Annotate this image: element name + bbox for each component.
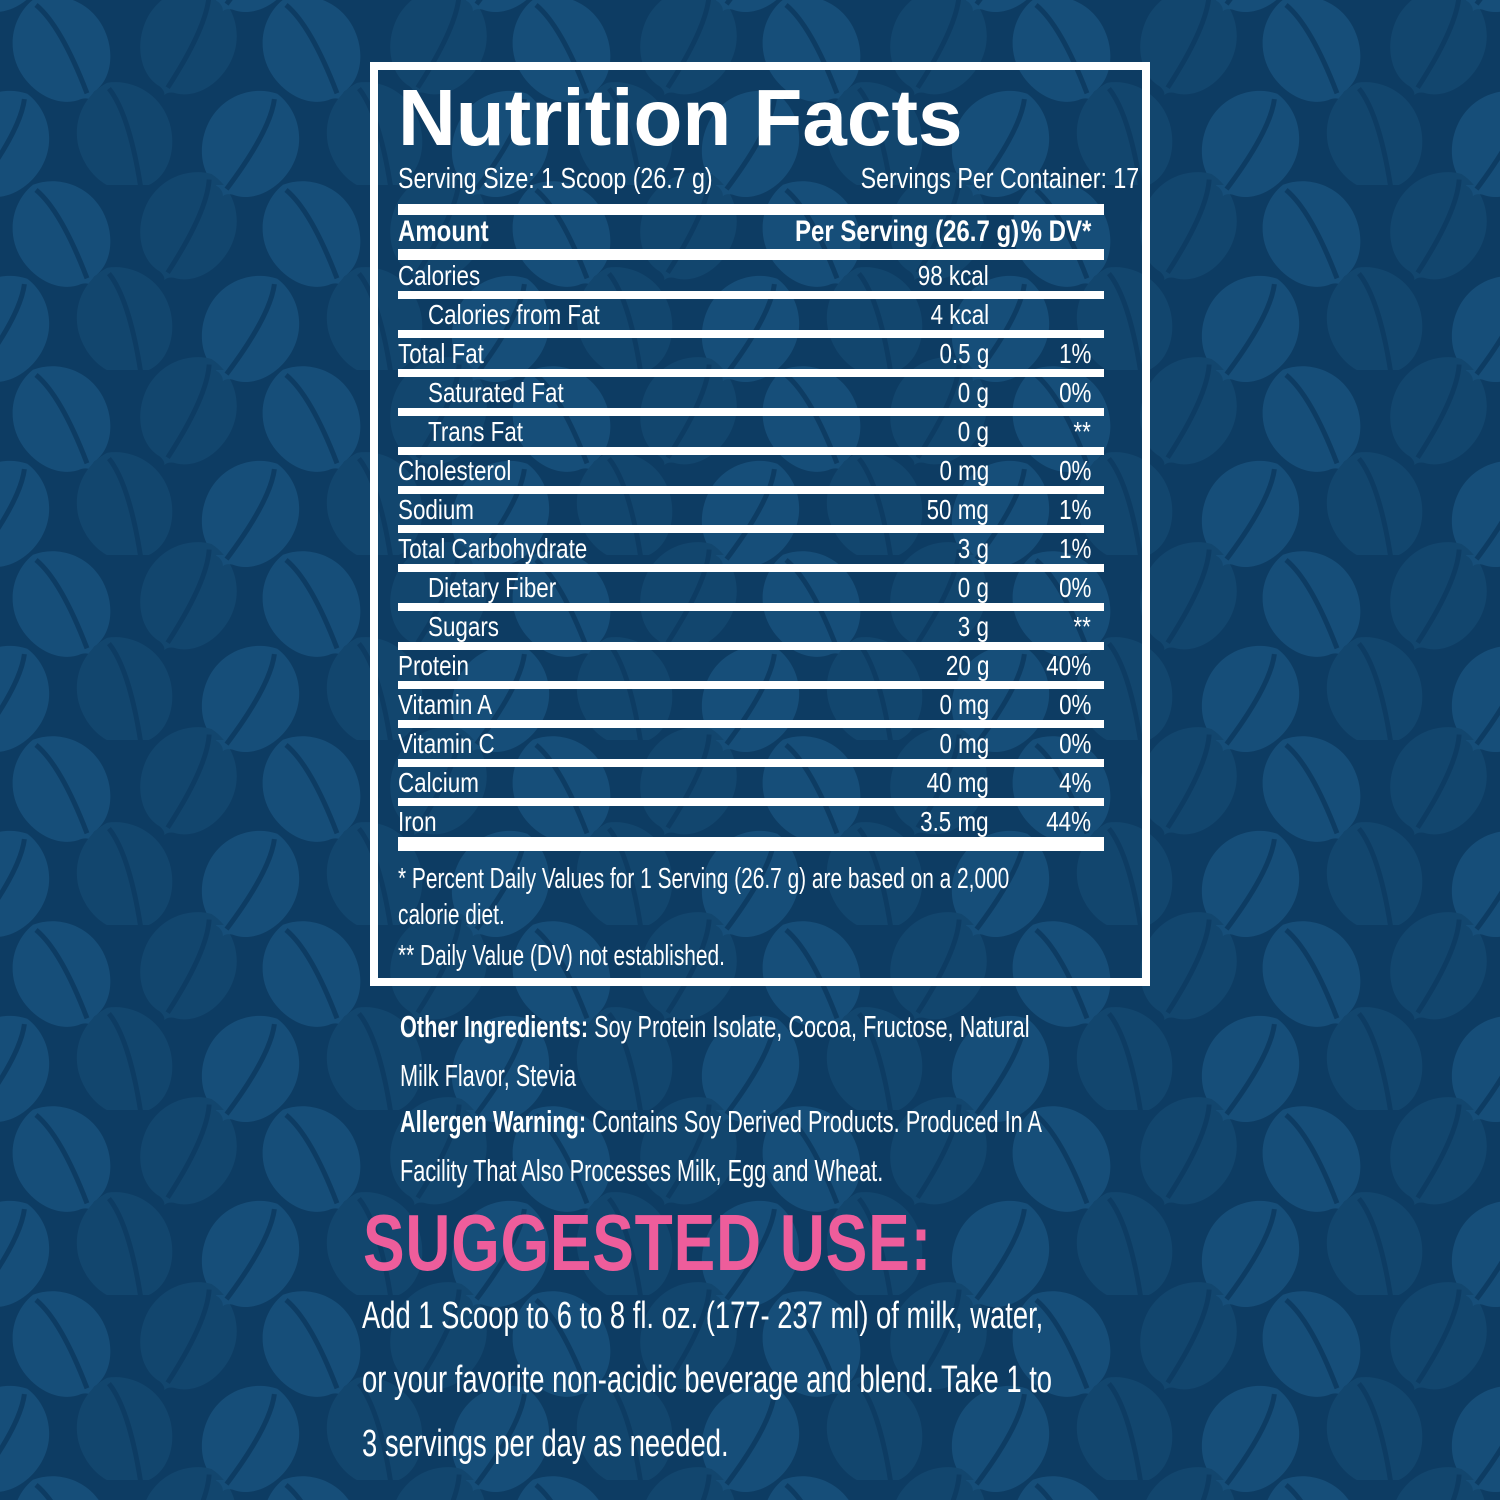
row-dv: 0% [1058, 727, 1091, 759]
row-amount: 0 mg [939, 688, 989, 720]
row-dv: 0% [1058, 688, 1091, 720]
row-amount: 0.5 g [939, 337, 989, 369]
panel-title: Nutrition Facts [398, 73, 963, 162]
row-label: Dietary Fiber [428, 571, 557, 603]
row-dv: 44% [1046, 805, 1091, 837]
table-row: Vitamin A 0 mg 0% [398, 689, 1104, 728]
allergen-warning: Allergen Warning: Contains Soy Derived P… [400, 1097, 1156, 1195]
footnote-dv-not-established: ** Daily Value (DV) not established. [398, 940, 725, 972]
table-row: Cholesterol 0 mg 0% [398, 455, 1104, 494]
row-dv: ** [1073, 415, 1091, 447]
row-amount: 20 g [945, 649, 989, 681]
row-amount: 3 g [957, 532, 989, 564]
row-amount: 98 kcal [918, 259, 989, 291]
row-label: Total Carbohydrate [398, 532, 588, 564]
row-dv: 1% [1058, 532, 1091, 564]
table-row: Iron 3.5 mg 44% [398, 806, 1104, 851]
row-dv: 1% [1058, 493, 1091, 525]
other-ingredients-text: Soy Protein Isolate, Cocoa, Fructose, Na… [400, 1009, 1030, 1093]
row-label: Calcium [398, 766, 479, 798]
row-label: Trans Fat [428, 415, 524, 447]
footnote-daily-values: * Percent Daily Values for 1 Serving (26… [398, 863, 1010, 931]
serving-info-row: Serving Size: 1 Scoop (26.7 g) Servings … [398, 162, 1140, 196]
row-dv: 0% [1058, 454, 1091, 486]
row-label: Calories from Fat [428, 298, 600, 330]
row-dv: 0% [1058, 571, 1091, 603]
row-label: Total Fat [398, 337, 484, 369]
nutrition-table: Calories 98 kcal Calories from Fat 4 kcal To… [398, 260, 1104, 851]
row-amount: 0 g [957, 376, 989, 408]
row-label: Iron [398, 805, 437, 837]
row-dv: 40% [1046, 649, 1091, 681]
row-amount: 3 g [957, 610, 989, 642]
row-label: Sugars [428, 610, 499, 642]
row-amount: 4 kcal [930, 298, 989, 330]
servings-per-container: Servings Per Container: 17 [860, 163, 1140, 195]
header-amount: Amount [398, 215, 489, 248]
row-label: Saturated Fat [428, 376, 564, 408]
row-label: Cholesterol [398, 454, 512, 486]
table-row: Total Carbohydrate 3 g 1% [398, 533, 1104, 572]
table-row: Calories 98 kcal [398, 260, 1104, 299]
allergen-warning-label: Allergen Warning: [400, 1104, 587, 1139]
row-amount: 0 g [957, 415, 989, 447]
table-row: Sodium 50 mg 1% [398, 494, 1104, 533]
row-label: Calories [398, 259, 481, 291]
row-dv [989, 260, 1104, 292]
row-amount: 0 mg [939, 727, 989, 759]
row-dv: ** [1073, 610, 1091, 642]
other-ingredients-label: Other Ingredients: [400, 1009, 589, 1044]
row-label: Protein [398, 649, 469, 681]
row-label: Sodium [398, 493, 474, 525]
table-row: Calcium 40 mg 4% [398, 767, 1104, 806]
row-label: Vitamin C [398, 727, 495, 759]
table-row: Calories from Fat 4 kcal [398, 299, 1104, 338]
header-dv: % DV* [1020, 215, 1091, 248]
row-dv: 4% [1058, 766, 1091, 798]
row-amount: 0 mg [939, 454, 989, 486]
table-row: Trans Fat 0 g ** [398, 416, 1104, 455]
row-dv: 0% [1058, 376, 1091, 408]
suggested-use-text: Add 1 Scoop to 6 to 8 fl. oz. (177- 237 … [362, 1295, 1053, 1465]
table-row: Total Fat 0.5 g 1% [398, 338, 1104, 377]
allergen-warning-text: Contains Soy Derived Products. Produced … [400, 1104, 1043, 1188]
table-row: Saturated Fat 0 g 0% [398, 377, 1104, 416]
table-row: Sugars 3 g ** [398, 611, 1104, 650]
nutrition-facts-panel: Nutrition Facts Serving Size: 1 Scoop (2… [370, 62, 1150, 986]
row-dv: 1% [1058, 337, 1091, 369]
footnotes: * Percent Daily Values for 1 Serving (26… [398, 851, 1104, 974]
suggested-use-heading: SUGGESTED USE: [363, 1198, 933, 1287]
table-row: Protein 20 g 40% [398, 650, 1104, 689]
row-amount: 3.5 mg [920, 805, 989, 837]
row-dv [989, 299, 1104, 331]
serving-size: Serving Size: 1 Scoop (26.7 g) [398, 163, 713, 195]
table-row: Vitamin C 0 mg 0% [398, 728, 1104, 767]
table-header-row: Amount Per Serving (26.7 g) % DV* [398, 204, 1104, 260]
row-amount: 40 mg [926, 766, 989, 798]
row-label: Vitamin A [398, 688, 493, 720]
table-row: Dietary Fiber 0 g 0% [398, 572, 1104, 611]
other-ingredients: Other Ingredients: Soy Protein Isolate, … [400, 1002, 1156, 1100]
row-amount: 0 g [957, 571, 989, 603]
header-per-serving: Per Serving (26.7 g) [795, 215, 1020, 248]
row-amount: 50 mg [926, 493, 989, 525]
